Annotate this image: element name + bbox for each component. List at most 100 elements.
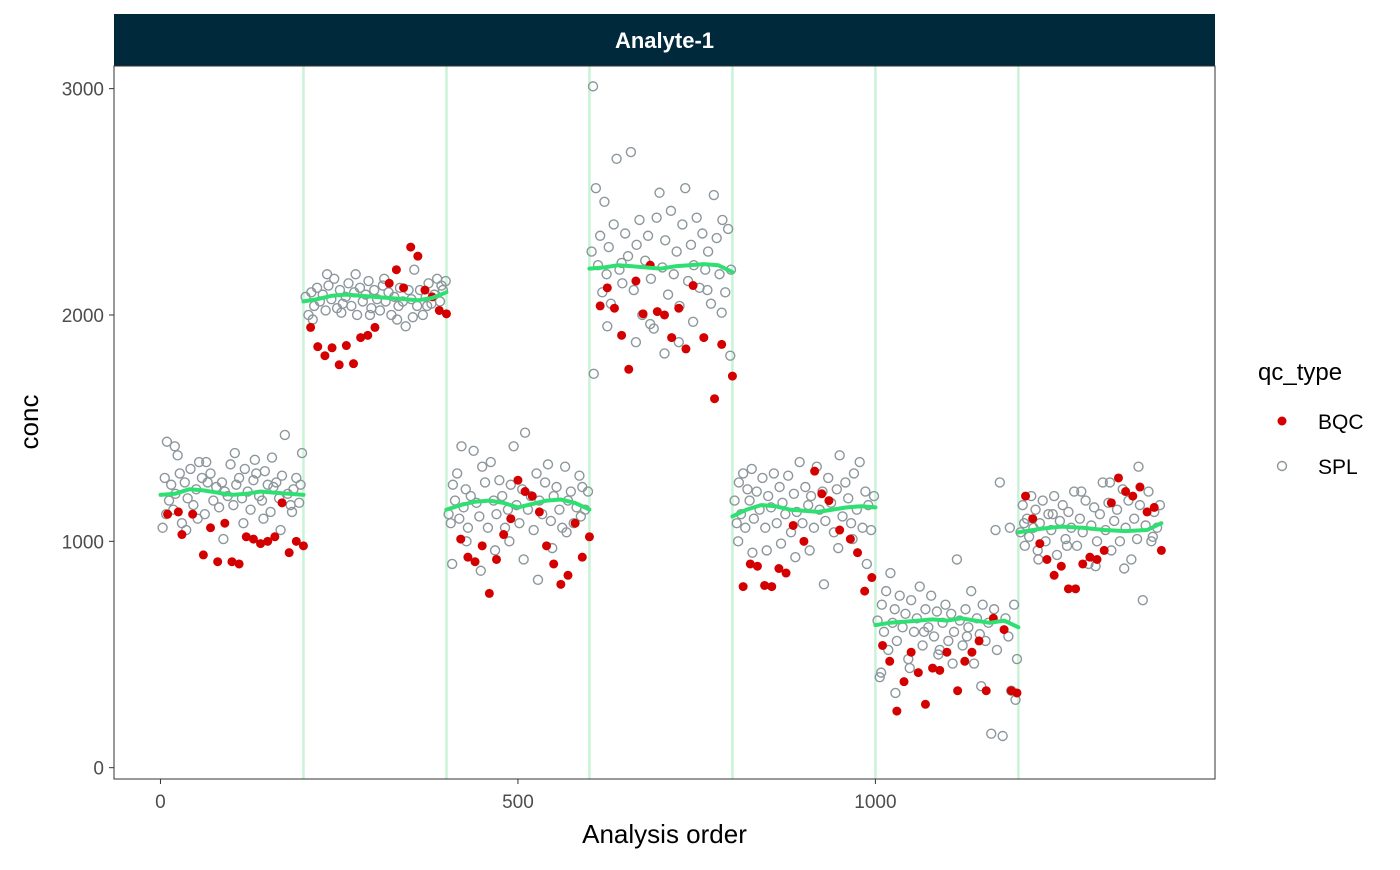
bqc-point — [788, 520, 798, 530]
spl-point — [805, 490, 817, 502]
spl-point — [608, 219, 619, 230]
bqc-point — [885, 656, 895, 666]
spl-point — [702, 284, 713, 296]
spl-point — [976, 680, 987, 692]
spl-point — [165, 479, 177, 490]
bqc-point — [313, 342, 323, 352]
bqc-point — [363, 330, 373, 340]
spl-point — [265, 506, 276, 518]
bqc-point — [570, 518, 580, 528]
spl-point — [465, 490, 476, 502]
spl-point — [837, 511, 848, 522]
spl-point — [628, 284, 639, 296]
spl-point — [714, 269, 725, 280]
facet-strip — [114, 14, 1215, 66]
spl-point — [542, 459, 554, 470]
spl-point — [1080, 495, 1091, 506]
spl-point — [878, 626, 890, 638]
spl-point — [354, 282, 366, 294]
bqc-point — [406, 242, 416, 252]
bqc-point — [967, 647, 977, 657]
spl-point — [157, 522, 168, 533]
spl-point — [259, 465, 271, 477]
bqc-point — [845, 534, 855, 544]
spl-point — [904, 662, 915, 674]
spl-point — [393, 300, 404, 312]
spl-point — [1131, 533, 1143, 545]
x-axis-label: Analysis order — [582, 819, 747, 849]
spl-point — [185, 463, 196, 475]
spl-point — [1068, 486, 1080, 497]
bqc-point — [227, 557, 237, 567]
spl-point — [742, 484, 753, 495]
bqc-point — [745, 559, 755, 569]
y-tick-label: 3000 — [62, 80, 104, 101]
spl-point — [740, 522, 751, 533]
spl-point — [451, 468, 463, 479]
spl-point — [917, 640, 928, 651]
spl-point — [239, 463, 251, 475]
legend-bqc-marker — [1277, 416, 1287, 426]
spl-point — [460, 484, 471, 495]
spl-point — [961, 631, 973, 642]
bqc-point — [506, 514, 516, 524]
bqc-point — [960, 656, 970, 666]
bqc-point — [549, 559, 559, 569]
spl-point — [468, 445, 479, 456]
spl-point — [943, 635, 954, 647]
spl-point — [894, 590, 905, 601]
legend-bqc-label: BQC — [1318, 411, 1364, 434]
spl-point — [275, 524, 286, 536]
spl-point — [169, 441, 180, 452]
bqc-point — [1149, 502, 1159, 512]
bqc-point — [602, 283, 612, 293]
bqc-point — [306, 322, 316, 332]
spl-point — [336, 307, 347, 318]
spl-point — [1037, 495, 1048, 506]
spl-point — [159, 472, 170, 484]
bqc-point — [878, 640, 888, 650]
spl-point — [364, 309, 376, 321]
spl-point — [1011, 653, 1023, 665]
spl-point — [258, 513, 269, 524]
spl-point — [329, 273, 340, 284]
bqc-point — [906, 647, 916, 657]
spl-point — [800, 481, 811, 493]
bqc-point — [928, 663, 938, 673]
bqc-point — [384, 278, 394, 288]
bqc-point — [327, 343, 337, 353]
spl-point — [665, 205, 677, 217]
bqc-point — [177, 530, 187, 540]
spl-point — [757, 472, 768, 484]
bqc-point — [953, 686, 963, 696]
spl-point — [603, 241, 614, 253]
spl-point — [205, 468, 216, 479]
spl-point — [651, 212, 662, 223]
trend-line — [730, 503, 878, 519]
spl-point — [865, 524, 877, 536]
spl-point — [885, 567, 896, 579]
bqc-point — [1128, 491, 1138, 501]
spl-point — [602, 321, 613, 332]
spl-point — [994, 477, 1006, 488]
spl-point — [1008, 599, 1020, 610]
spl-point — [276, 470, 288, 481]
y-tick-label: 0 — [93, 759, 104, 780]
bqc-point — [463, 552, 473, 562]
bqc-point — [256, 539, 266, 549]
spl-point — [590, 183, 602, 194]
bqc-point — [1113, 473, 1123, 483]
bqc-point — [513, 475, 523, 485]
y-tick-label: 2000 — [62, 306, 104, 327]
bqc-point — [542, 541, 552, 551]
bqc-point — [341, 341, 351, 351]
spl-point — [725, 350, 736, 361]
spl-point — [238, 518, 249, 529]
spl-point — [771, 518, 782, 529]
bqc-point — [674, 303, 684, 313]
spl-point — [1017, 499, 1028, 511]
spl-point — [193, 456, 205, 468]
bqc-point — [609, 303, 619, 313]
spl-point — [400, 321, 411, 332]
spl-point — [908, 626, 920, 638]
